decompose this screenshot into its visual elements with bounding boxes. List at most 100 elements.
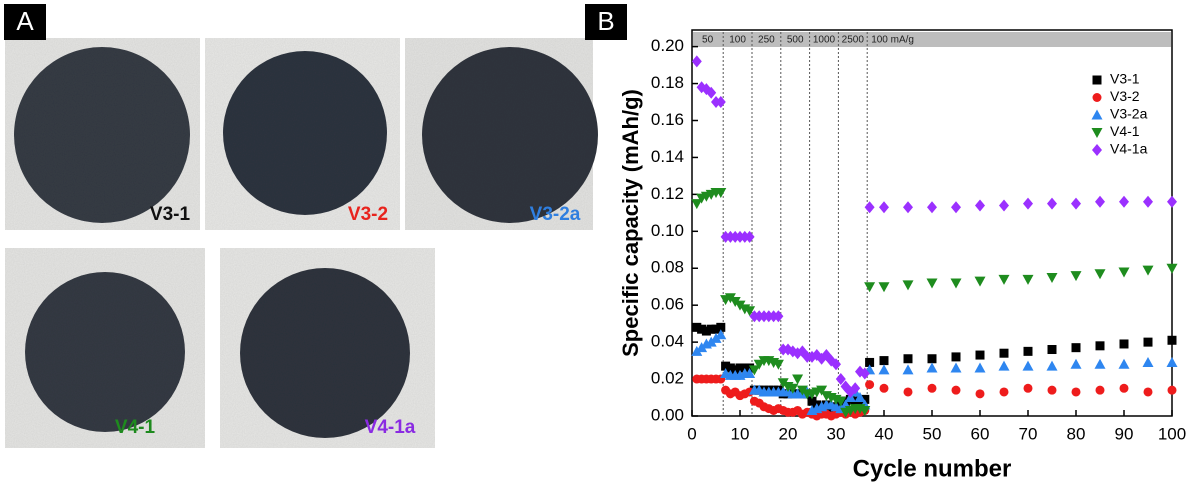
data-point	[974, 362, 986, 373]
data-point	[773, 310, 784, 323]
y-tick-label: 0.06	[651, 295, 684, 314]
y-tick-label: 0.10	[651, 221, 684, 240]
data-point	[999, 387, 1009, 397]
data-point	[951, 201, 961, 214]
data-point	[1071, 343, 1081, 353]
data-point	[715, 188, 727, 199]
data-point	[692, 322, 702, 332]
panel-label: B	[597, 6, 614, 36]
y-axis-title: Specific capacity (mAh/g)	[618, 89, 643, 357]
data-point	[701, 326, 711, 336]
sample-disc	[14, 47, 190, 223]
data-point	[1095, 195, 1105, 208]
sample-disc	[25, 272, 185, 432]
data-point	[1094, 269, 1106, 280]
legend-marker	[1092, 144, 1102, 156]
data-point	[1167, 195, 1177, 208]
data-point	[850, 382, 861, 395]
legend-label: V3-2a	[1110, 106, 1148, 122]
data-point	[716, 322, 726, 332]
data-point	[1166, 263, 1178, 274]
data-point	[926, 362, 938, 373]
data-point	[697, 324, 707, 334]
data-point	[715, 96, 726, 109]
data-point	[903, 201, 913, 214]
data-point	[879, 356, 889, 366]
data-point	[950, 278, 962, 289]
data-point	[999, 348, 1009, 358]
y-tick-label: 0.18	[651, 73, 684, 92]
plot: B Specific capacity (mAh/g) Cycle number…	[585, 4, 1186, 482]
data-point	[706, 324, 716, 334]
data-point	[926, 278, 938, 289]
data-point	[730, 365, 740, 375]
data-point	[1143, 337, 1153, 347]
data-point	[865, 357, 875, 367]
data-point	[1095, 385, 1105, 395]
data-point	[744, 368, 756, 379]
data-point	[691, 345, 703, 356]
data-point	[902, 280, 914, 291]
data-point	[710, 332, 722, 343]
legend-label: V4-1a	[1110, 141, 1148, 157]
data-point	[950, 362, 962, 373]
data-point	[1071, 197, 1081, 210]
data-point	[998, 274, 1010, 285]
data-point	[1046, 360, 1058, 371]
data-point	[807, 396, 817, 406]
data-point	[721, 361, 731, 371]
y-tick-label: 0.00	[651, 405, 684, 424]
data-point	[974, 276, 986, 287]
data-point	[903, 354, 913, 364]
data-point	[1022, 274, 1034, 285]
rate-label: 100 mA/g	[871, 35, 914, 46]
data-point	[705, 336, 717, 347]
sample-disc	[422, 47, 598, 223]
data-point	[1095, 341, 1105, 351]
rate-label: 2500	[842, 35, 865, 46]
x-tick-label: 60	[971, 424, 990, 443]
x-tick-label: 30	[827, 424, 846, 443]
data-point	[831, 358, 841, 371]
legend-label: V3-1	[1110, 71, 1140, 87]
y-tick-label: 0.16	[651, 110, 684, 129]
legend-label: V3-2	[1110, 88, 1140, 104]
data-point	[744, 230, 755, 243]
data-point	[951, 352, 961, 362]
data-point	[859, 367, 870, 380]
x-tick-label: 70	[1019, 424, 1038, 443]
rate-label: 100	[729, 35, 746, 46]
data-point	[1070, 358, 1082, 369]
sample-disc	[223, 51, 387, 215]
data-point	[864, 282, 876, 293]
y-tick-label: 0.02	[651, 369, 684, 388]
photos: A	[4, 4, 598, 448]
data-point	[691, 55, 702, 68]
data-point	[1023, 383, 1033, 393]
data-point	[777, 378, 789, 389]
data-point	[1119, 383, 1129, 393]
data-point	[748, 365, 760, 376]
data-point	[854, 392, 866, 403]
data-point	[902, 364, 914, 375]
sample-label: V3-2a	[530, 204, 581, 225]
data-point	[796, 385, 808, 396]
panel-label-box	[4, 4, 46, 40]
data-point	[860, 394, 870, 404]
x-tick-label: 20	[779, 424, 798, 443]
rate-label: 250	[758, 35, 775, 46]
y-tick-label: 0.08	[651, 258, 684, 277]
data-point	[1022, 360, 1034, 371]
x-tick-label: 10	[731, 424, 750, 443]
data-point	[715, 329, 727, 340]
data-point	[1142, 265, 1154, 276]
sample-label: V4-1	[115, 417, 156, 438]
data-point	[865, 380, 875, 390]
data-point	[1047, 385, 1057, 395]
legend-marker	[1092, 75, 1102, 85]
data-point	[864, 201, 875, 214]
data-point	[975, 389, 985, 399]
data-point	[724, 293, 736, 304]
